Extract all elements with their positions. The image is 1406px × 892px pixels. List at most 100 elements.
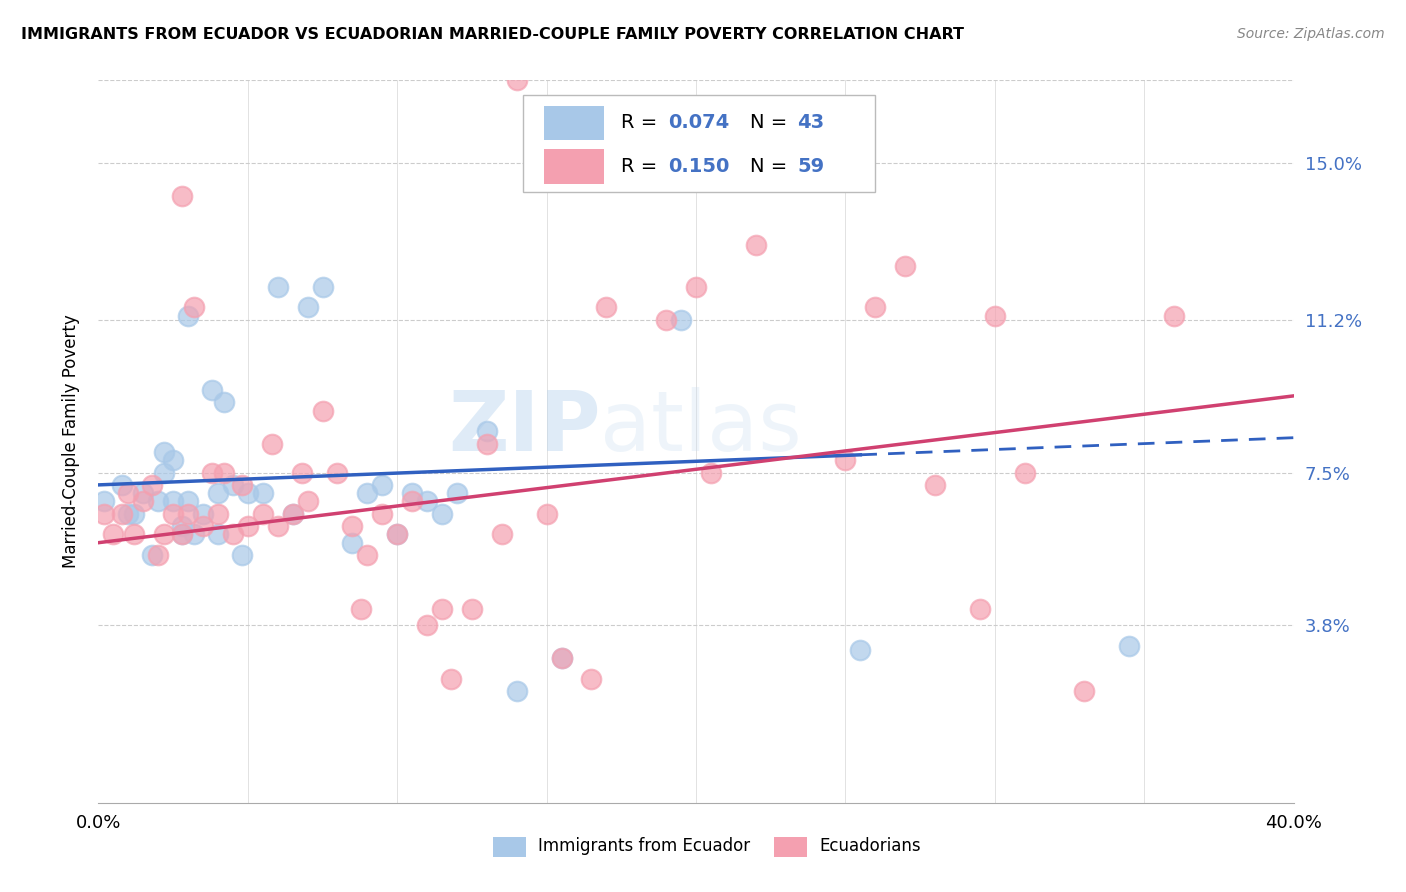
Point: [371, 478, 394, 492]
Point: [93, 507, 115, 521]
Point: [401, 486, 423, 500]
Point: [849, 643, 872, 657]
Point: [162, 494, 184, 508]
Text: N =: N =: [749, 157, 793, 176]
Point: [236, 519, 259, 533]
Point: [222, 527, 245, 541]
Point: [440, 672, 463, 686]
Text: Ecuadorians: Ecuadorians: [820, 838, 921, 855]
Text: 0.150: 0.150: [668, 157, 730, 176]
Point: [162, 507, 184, 521]
Point: [281, 507, 304, 521]
Point: [117, 486, 139, 500]
Point: [350, 601, 373, 615]
Text: IMMIGRANTS FROM ECUADOR VS ECUADORIAN MARRIED-COUPLE FAMILY POVERTY CORRELATION : IMMIGRANTS FROM ECUADOR VS ECUADORIAN MA…: [21, 27, 965, 42]
Point: [491, 527, 513, 541]
Text: Immigrants from Ecuador: Immigrants from Ecuador: [538, 838, 751, 855]
Point: [132, 494, 155, 508]
Point: [401, 494, 423, 508]
Point: [894, 259, 917, 273]
Point: [669, 312, 692, 326]
Point: [371, 507, 394, 521]
Point: [281, 507, 304, 521]
Point: [141, 548, 163, 562]
Text: 0.074: 0.074: [668, 113, 730, 132]
Point: [311, 279, 333, 293]
FancyBboxPatch shape: [544, 105, 605, 140]
Point: [475, 436, 498, 450]
FancyBboxPatch shape: [523, 95, 875, 193]
Point: [117, 507, 139, 521]
Text: 43: 43: [797, 113, 825, 132]
Point: [506, 684, 529, 698]
Point: [207, 527, 229, 541]
Point: [446, 486, 468, 500]
Point: [430, 507, 453, 521]
Point: [297, 301, 319, 315]
Point: [148, 548, 170, 562]
Text: 59: 59: [797, 157, 825, 176]
Point: [201, 466, 224, 480]
Point: [356, 486, 378, 500]
Point: [148, 494, 170, 508]
Point: [172, 189, 194, 203]
Point: [162, 453, 184, 467]
Point: [969, 601, 991, 615]
Point: [984, 309, 1007, 323]
Point: [172, 527, 194, 541]
Point: [416, 618, 439, 632]
Point: [177, 309, 200, 323]
Point: [183, 527, 205, 541]
Point: [177, 494, 200, 508]
Text: R =: R =: [620, 113, 664, 132]
Point: [685, 279, 707, 293]
Point: [267, 279, 290, 293]
Point: [655, 312, 678, 326]
Point: [177, 507, 200, 521]
Point: [924, 478, 946, 492]
Point: [212, 395, 235, 409]
Point: [700, 466, 723, 480]
Point: [207, 486, 229, 500]
Point: [191, 519, 214, 533]
Point: [1118, 639, 1140, 653]
Point: [385, 527, 409, 541]
Point: [430, 601, 453, 615]
Point: [356, 548, 378, 562]
Point: [236, 486, 259, 500]
Point: [385, 527, 409, 541]
Point: [311, 403, 333, 417]
Point: [260, 436, 283, 450]
Point: [231, 478, 253, 492]
Point: [342, 519, 364, 533]
FancyBboxPatch shape: [773, 837, 807, 857]
Point: [191, 507, 214, 521]
Point: [550, 651, 572, 665]
Point: [461, 601, 484, 615]
Text: Source: ZipAtlas.com: Source: ZipAtlas.com: [1237, 27, 1385, 41]
Point: [153, 445, 176, 459]
Point: [1163, 309, 1185, 323]
Point: [141, 478, 163, 492]
Point: [132, 486, 155, 500]
Point: [252, 486, 274, 500]
FancyBboxPatch shape: [494, 837, 526, 857]
Point: [252, 507, 274, 521]
Text: R =: R =: [620, 157, 664, 176]
Text: atlas: atlas: [600, 386, 801, 467]
Point: [103, 527, 125, 541]
Point: [581, 672, 603, 686]
Point: [207, 507, 229, 521]
Point: [475, 424, 498, 438]
Y-axis label: Married-Couple Family Poverty: Married-Couple Family Poverty: [62, 315, 80, 568]
Point: [222, 478, 245, 492]
Point: [506, 73, 529, 87]
Point: [267, 519, 290, 533]
Text: N =: N =: [749, 113, 793, 132]
Point: [172, 519, 194, 533]
Point: [172, 527, 194, 541]
Point: [153, 466, 176, 480]
Point: [291, 466, 314, 480]
Point: [326, 466, 349, 480]
Point: [342, 535, 364, 549]
